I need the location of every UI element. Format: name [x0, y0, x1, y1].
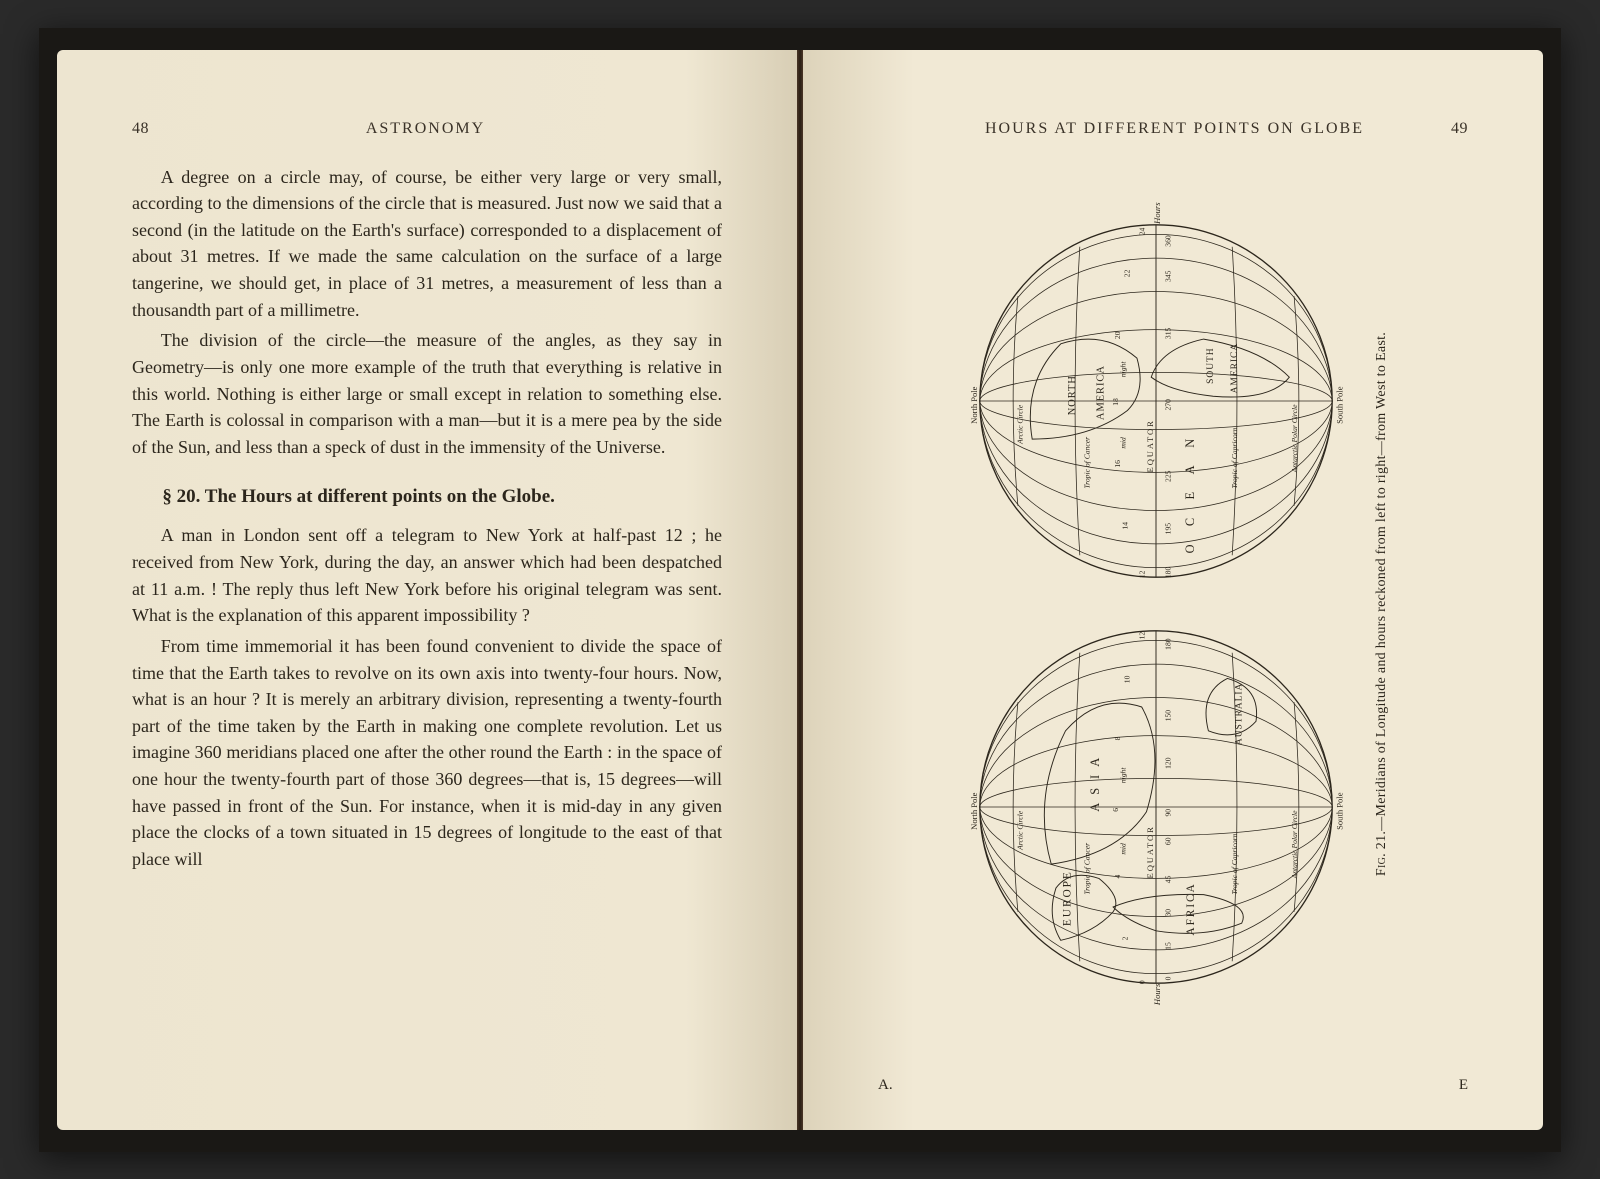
svg-text:360: 360: [1163, 235, 1172, 247]
book-spread: 48 ASTRONOMY A degree on a circle may, o…: [39, 28, 1561, 1152]
svg-text:45: 45: [1163, 875, 1172, 883]
svg-text:Arctic Circle: Arctic Circle: [1016, 810, 1025, 851]
svg-text:AUSTRALIA: AUSTRALIA: [1235, 682, 1245, 745]
header-title-right: HOURS AT DIFFERENT POINTS ON GLOBE: [985, 120, 1364, 138]
figure-caption: Fig. 21.—Meridians of Longitude and hour…: [1374, 331, 1390, 875]
svg-text:Hours: Hours: [1152, 201, 1162, 224]
svg-text:Hours: Hours: [1152, 983, 1162, 1006]
svg-text:8: 8: [1113, 736, 1122, 740]
figure-container: EUROPE A S I A AFRICA AUSTRALIA EQUATOR …: [878, 164, 1468, 1044]
svg-text:Tropic of Cancer: Tropic of Cancer: [1082, 842, 1091, 894]
paragraph: From time immemorial it has been found c…: [132, 633, 722, 873]
svg-text:night: night: [1119, 360, 1128, 377]
svg-text:315: 315: [1163, 327, 1172, 339]
svg-text:NORTH: NORTH: [1067, 375, 1078, 415]
svg-text:Tropic of Capricorn: Tropic of Capricorn: [1230, 427, 1239, 488]
svg-text:AFRICA: AFRICA: [1185, 882, 1197, 935]
signature-mark-left: A.: [878, 1077, 893, 1094]
svg-text:EQUATOR: EQUATOR: [1145, 825, 1155, 878]
svg-text:180: 180: [1163, 566, 1172, 578]
svg-text:0: 0: [1163, 976, 1172, 980]
svg-text:16: 16: [1113, 459, 1122, 467]
globe-eastern: EUROPE A S I A AFRICA AUSTRALIA EQUATOR …: [956, 607, 1356, 1007]
svg-text:0: 0: [1138, 980, 1147, 984]
svg-text:EUROPE: EUROPE: [1061, 870, 1073, 926]
svg-text:mid: mid: [1119, 843, 1128, 855]
paragraph: A man in London sent off a telegram to N…: [132, 522, 722, 629]
svg-text:AMERICA: AMERICA: [1230, 342, 1240, 393]
svg-text:AMERICA: AMERICA: [1096, 365, 1107, 420]
svg-text:EQUATOR: EQUATOR: [1145, 419, 1155, 472]
svg-text:195: 195: [1163, 522, 1172, 534]
svg-text:night: night: [1119, 766, 1128, 783]
svg-text:150: 150: [1163, 709, 1172, 721]
svg-text:14: 14: [1120, 521, 1129, 529]
svg-text:12: 12: [1138, 570, 1147, 578]
svg-text:180: 180: [1163, 638, 1172, 650]
svg-text:SOUTH: SOUTH: [1206, 347, 1216, 383]
svg-text:120: 120: [1163, 757, 1172, 769]
svg-text:24: 24: [1138, 227, 1147, 235]
svg-text:270: 270: [1163, 398, 1172, 410]
paragraph: The division of the circle—the measure o…: [132, 327, 722, 460]
svg-text:6: 6: [1111, 807, 1120, 811]
figure-rotated: EUROPE A S I A AFRICA AUSTRALIA EQUATOR …: [956, 201, 1390, 1007]
svg-text:60: 60: [1163, 837, 1172, 845]
page-number-left: 48: [132, 120, 149, 138]
svg-text:345: 345: [1163, 270, 1172, 282]
svg-text:South Pole: South Pole: [1335, 386, 1345, 424]
svg-text:Tropic of Cancer: Tropic of Cancer: [1082, 436, 1091, 488]
svg-text:225: 225: [1163, 470, 1172, 482]
svg-text:20: 20: [1113, 331, 1122, 339]
globe-western: NORTH AMERICA SOUTH AMERICA O C E A N EQ…: [956, 201, 1356, 601]
svg-text:North Pole: North Pole: [969, 792, 979, 830]
body-text: A degree on a circle may, of course, be …: [132, 164, 722, 873]
svg-text:Tropic of Capricorn: Tropic of Capricorn: [1230, 833, 1239, 894]
svg-text:15: 15: [1163, 942, 1172, 950]
svg-text:12: 12: [1138, 631, 1147, 639]
svg-text:O C E A N: O C E A N: [1183, 431, 1197, 553]
svg-text:18: 18: [1111, 397, 1120, 405]
page-number-right: 49: [1451, 120, 1468, 138]
left-header: 48 ASTRONOMY: [132, 120, 722, 138]
svg-text:4: 4: [1113, 874, 1122, 878]
header-title-left: ASTRONOMY: [366, 120, 485, 138]
paragraph: A degree on a circle may, of course, be …: [132, 164, 722, 324]
svg-text:Antarctic Polar Circle: Antarctic Polar Circle: [1290, 809, 1299, 879]
svg-text:10: 10: [1122, 675, 1131, 683]
svg-text:South Pole: South Pole: [1335, 792, 1345, 830]
svg-text:22: 22: [1122, 269, 1131, 277]
svg-text:2: 2: [1120, 936, 1129, 940]
section-heading: § 20. The Hours at different points on t…: [132, 486, 722, 508]
svg-text:North Pole: North Pole: [969, 386, 979, 424]
right-header: HOURS AT DIFFERENT POINTS ON GLOBE 49: [878, 120, 1468, 138]
bottom-markers: A. E: [878, 1077, 1468, 1094]
svg-text:Arctic Circle: Arctic Circle: [1016, 404, 1025, 445]
right-page: HOURS AT DIFFERENT POINTS ON GLOBE 49: [803, 50, 1543, 1130]
svg-text:A S I A: A S I A: [1088, 754, 1102, 811]
left-page: 48 ASTRONOMY A degree on a circle may, o…: [57, 50, 797, 1130]
svg-text:Antarctic Polar Circle: Antarctic Polar Circle: [1290, 403, 1299, 473]
svg-text:90: 90: [1163, 808, 1172, 816]
svg-text:30: 30: [1163, 908, 1172, 916]
globes-pair: EUROPE A S I A AFRICA AUSTRALIA EQUATOR …: [956, 201, 1356, 1007]
svg-text:mid: mid: [1119, 437, 1128, 449]
signature-mark-right: E: [1459, 1077, 1468, 1094]
